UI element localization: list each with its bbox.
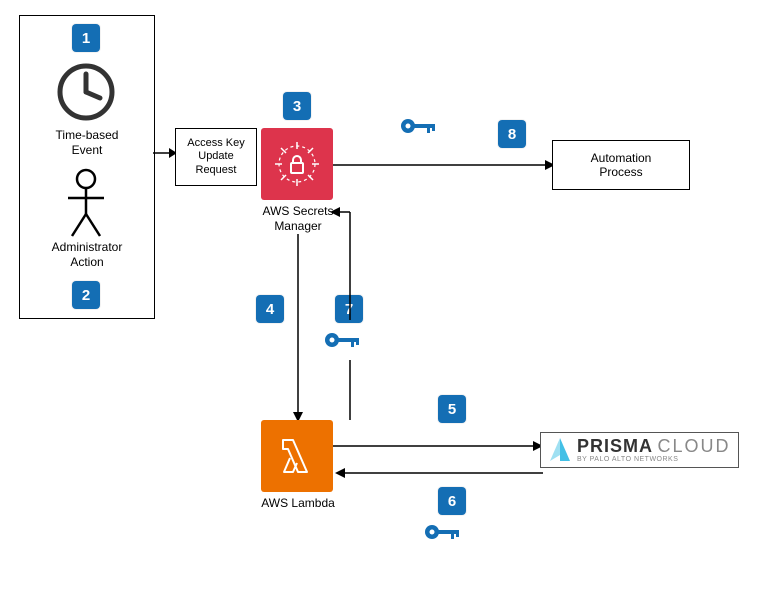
clock-icon (56, 62, 116, 127)
arrow-trigger-to-req (153, 146, 177, 165)
badge-8: 8 (498, 120, 526, 148)
prisma-cloud-box: PRISMA CLOUD BY PALO ALTO NETWORKS (540, 432, 739, 468)
admin-action-label: Administrator Action (30, 240, 144, 270)
badge-4: 4 (256, 295, 284, 323)
badge-6: 6 (438, 487, 466, 515)
badge-2: 2 (72, 281, 100, 309)
lambda-label: AWS Lambda (256, 496, 340, 511)
key-icon-mid (322, 328, 366, 357)
prisma-subtitle: BY PALO ALTO NETWORKS (577, 456, 730, 463)
badge-1: 1 (72, 24, 100, 52)
admin-icon (64, 168, 108, 245)
arrow-prisma-to-lambda (333, 466, 543, 485)
arrow-lambda-to-prisma (333, 439, 543, 458)
trigger-box (19, 15, 155, 319)
aws-secrets-manager-icon (261, 128, 333, 200)
key-icon-low (422, 520, 466, 549)
arrow-secrets-to-automation (333, 158, 555, 177)
badge-5: 5 (438, 395, 466, 423)
cloud-word: CLOUD (657, 436, 730, 456)
automation-process-box: Automation Process (552, 140, 690, 190)
badge-3: 3 (283, 92, 311, 120)
access-key-request-box: Access Key Update Request (175, 128, 257, 186)
aws-lambda-icon (261, 420, 333, 492)
time-event-label: Time-based Event (30, 128, 144, 158)
key-icon-top (398, 114, 442, 143)
prisma-word: PRISMA (577, 436, 653, 456)
prisma-logo-icon (549, 437, 571, 463)
arrow-lambda-to-secrets (300, 200, 370, 427)
